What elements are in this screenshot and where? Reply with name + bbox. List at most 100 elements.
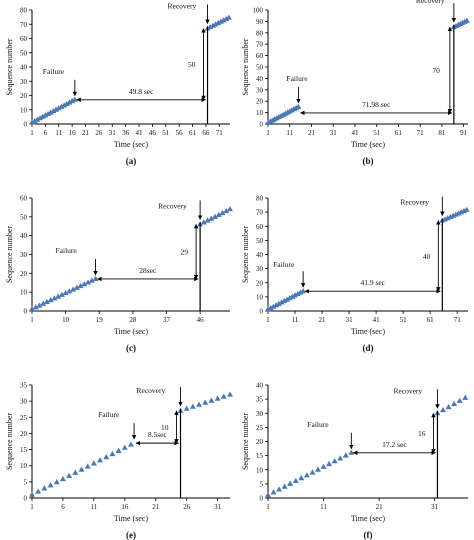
data-point — [463, 206, 470, 212]
panel-label: (e) — [126, 530, 136, 540]
data-point — [36, 302, 43, 308]
data-point — [32, 304, 39, 310]
chart-panel: 0 10 20 30 40 50 60 1 10 19 28 37 46 Time (sec) Sequen… — [5, 195, 233, 353]
data-point — [81, 281, 88, 287]
data-point — [66, 472, 73, 478]
data-point — [59, 475, 66, 482]
data-point — [303, 472, 310, 478]
x-tick-label: 26 — [95, 129, 103, 137]
data-point — [34, 116, 41, 122]
y-tick-label: 20 — [256, 438, 264, 446]
gap-label: 17.2 sec — [382, 440, 407, 449]
data-point — [121, 444, 128, 450]
panel-label: (f) — [364, 530, 373, 540]
failure-label: Failure — [43, 67, 65, 76]
x-axis-label: Time (sec) — [114, 140, 148, 149]
data-point — [275, 300, 282, 306]
y-tick-label: 15 — [20, 446, 28, 454]
data-point — [209, 22, 216, 28]
x-tick-label: 11 — [320, 503, 327, 511]
y-axis-label: Sequence number — [5, 413, 14, 470]
y-tick-label: 40 — [256, 251, 264, 259]
data-point — [270, 489, 277, 495]
data-point — [84, 463, 91, 469]
data-point — [292, 292, 299, 298]
x-tick-label: 11 — [292, 316, 299, 324]
y-tick-label: 50 — [256, 237, 264, 245]
y-tick-label: 20 — [20, 270, 28, 278]
data-point — [66, 99, 73, 105]
y-tick-label: 40 — [256, 75, 264, 83]
data-point — [320, 463, 327, 469]
data-point — [29, 491, 35, 497]
x-tick-label: 16 — [121, 503, 129, 511]
data-point — [115, 447, 122, 453]
data-point — [223, 207, 230, 214]
data-point — [58, 103, 65, 109]
data-point — [289, 293, 296, 299]
recovery-label: Recovery — [168, 2, 197, 11]
y-tick-label: 10 — [256, 466, 264, 474]
x-tick-label: 31 — [431, 503, 439, 511]
y-tick-label: 30 — [20, 398, 28, 406]
data-point — [200, 219, 207, 225]
x-tick-label: 41 — [351, 129, 359, 137]
data-point — [220, 17, 227, 23]
y-tick-label: 0 — [24, 495, 28, 503]
y-tick-label: 25 — [256, 424, 264, 432]
data-point — [295, 103, 302, 109]
data-point — [298, 475, 305, 481]
x-tick-label: 21 — [308, 129, 316, 137]
x-tick-label: 1 — [30, 503, 34, 511]
data-point — [283, 296, 290, 302]
x-tick-label: 31 — [330, 129, 338, 137]
data-point — [331, 458, 338, 464]
y-axis-label: Sequence number — [241, 413, 250, 470]
x-tick-label: 46 — [149, 129, 157, 137]
y-tick-label: 25 — [20, 414, 28, 422]
y-tick-label: 5 — [260, 480, 264, 488]
data-point — [270, 303, 277, 309]
x-axis-label: Time (sec) — [351, 140, 385, 149]
data-point — [204, 217, 211, 223]
x-tick-label: 31 — [346, 316, 354, 324]
panel-label: (b) — [363, 156, 374, 166]
x-tick-label: 71 — [216, 129, 224, 137]
y-tick-label: 90 — [256, 18, 264, 26]
data-point — [40, 300, 47, 306]
data-point — [278, 299, 285, 305]
jump-label: 70 — [432, 66, 440, 75]
data-point — [208, 397, 215, 403]
data-point — [35, 488, 42, 494]
data-point — [62, 289, 69, 296]
data-point — [42, 112, 49, 118]
data-point — [219, 209, 226, 216]
x-axis-label: Time (sec) — [114, 514, 148, 523]
x-tick-label: 36 — [122, 129, 130, 137]
x-tick-label: 31 — [109, 129, 117, 137]
data-point — [337, 455, 344, 461]
data-point — [50, 107, 57, 114]
x-tick-label: 26 — [183, 503, 191, 511]
data-point — [72, 469, 79, 475]
data-point — [55, 105, 62, 111]
y-tick-label: 60 — [20, 35, 28, 43]
data-point — [276, 486, 283, 492]
data-point — [103, 454, 110, 460]
x-tick-label: 1 — [266, 316, 270, 324]
y-axis-label: Sequence number — [241, 226, 250, 283]
data-point — [445, 403, 452, 410]
data-point — [29, 305, 35, 312]
gap-label: 49.8 sec — [129, 87, 154, 96]
x-tick-label: 21 — [319, 316, 327, 324]
data-point — [47, 482, 54, 488]
data-point — [207, 23, 214, 30]
data-point — [43, 298, 50, 305]
data-point — [267, 304, 274, 311]
data-point — [217, 18, 224, 24]
x-tick-label: 41 — [136, 129, 144, 137]
data-point — [88, 277, 95, 283]
